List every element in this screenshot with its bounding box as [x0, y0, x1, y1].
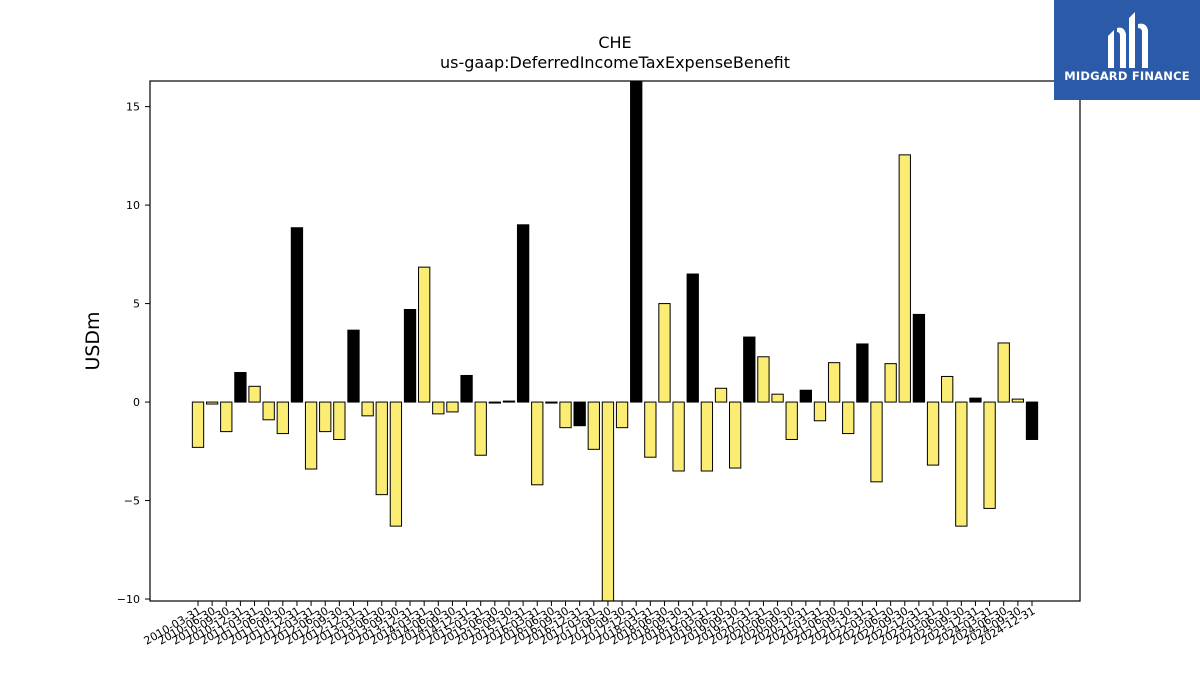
midgard-emblem-icon: [1108, 12, 1148, 69]
bar-2011-06-30: [262, 401, 275, 421]
bar-2018-06-30: [658, 303, 671, 403]
bar-2011-03-31: [248, 385, 261, 403]
y-tick-label: 15: [126, 101, 140, 114]
bar-2020-06-30: [771, 393, 784, 403]
bar-2019-09-30: [729, 401, 742, 469]
bar-2016-06-30: [545, 401, 558, 404]
bar-2012-09-30: [333, 401, 346, 440]
y-tick-label: 5: [133, 298, 140, 311]
bar-2021-12-31: [856, 343, 869, 403]
bar-2014-06-30: [432, 401, 445, 415]
bar-2016-12-31: [573, 401, 586, 427]
bar-2020-12-31: [799, 389, 812, 403]
bar-2016-03-31: [531, 401, 544, 486]
bar-2010-03-31: [191, 401, 205, 448]
bar-2018-12-31: [686, 273, 699, 403]
y-tick-label: −5: [124, 495, 140, 508]
bar-2022-03-31: [870, 401, 883, 483]
bar-2013-06-30: [375, 401, 388, 496]
bar-2020-03-31: [757, 356, 770, 403]
bar-2023-03-31: [926, 401, 940, 466]
plot-frame: [149, 80, 1081, 602]
bar-2014-12-31: [460, 374, 473, 403]
bar-2021-06-30: [827, 362, 841, 403]
bar-2017-03-31: [587, 401, 600, 450]
bar-2015-12-31: [516, 224, 530, 403]
bar-2023-12-31: [969, 397, 982, 403]
bar-2010-12-31: [234, 372, 247, 403]
bar-2014-03-31: [418, 266, 431, 403]
brand-name: MIDGARD FINANCE: [1064, 69, 1190, 83]
bar-2011-09-30: [276, 401, 289, 435]
bar-2012-06-30: [319, 401, 332, 433]
bar-2023-09-30: [955, 401, 968, 527]
bar-2017-06-30: [601, 401, 615, 602]
bar-2021-09-30: [842, 401, 855, 435]
bar-2017-09-30: [615, 401, 629, 429]
brand-logo: MIDGARD FINANCE: [1054, 0, 1200, 100]
bar-2022-12-31: [912, 313, 926, 403]
bar-2020-09-30: [785, 401, 798, 440]
bar-2018-09-30: [672, 401, 685, 472]
bar-2013-09-30: [389, 401, 403, 527]
bar-2019-03-31: [700, 401, 714, 472]
bar-2019-06-30: [714, 387, 728, 403]
bar-2015-03-31: [474, 401, 487, 456]
bar-2013-12-31: [403, 308, 417, 403]
bar-2017-12-31: [630, 80, 643, 403]
bar-2013-03-31: [361, 401, 374, 417]
x-ticks-group: 2010-03-312010-06-302010-09-302010-12-31…: [142, 601, 1038, 648]
bar-2010-06-30: [205, 401, 219, 405]
bar-2024-06-30: [997, 342, 1010, 403]
bar-2022-09-30: [898, 154, 911, 403]
bar-2022-06-30: [884, 363, 897, 403]
bar-2019-12-31: [743, 336, 756, 403]
bar-2012-12-31: [347, 329, 360, 403]
bar-2024-12-31: [1025, 401, 1039, 440]
bar-2012-03-31: [304, 401, 318, 470]
bar-2018-03-31: [644, 401, 657, 458]
bar-2011-12-31: [290, 227, 304, 403]
bar-2015-06-30: [488, 401, 502, 404]
chart-subtitle: us-gaap:DeferredIncomeTaxExpenseBenefit: [440, 53, 790, 72]
bar-2016-09-30: [559, 401, 572, 429]
chart-title: CHE: [598, 33, 631, 52]
y-tick-label: 10: [126, 199, 140, 212]
bars-group: [191, 80, 1039, 602]
y-ticks-group: −10 −5 0 5 10 15: [117, 101, 150, 606]
y-tick-label: −10: [117, 593, 140, 606]
bar-2024-03-31: [983, 401, 996, 509]
y-tick-label: 0: [133, 396, 140, 409]
bar-2010-09-30: [220, 401, 233, 433]
bar-2014-09-30: [446, 401, 459, 413]
bar-2021-03-31: [813, 401, 827, 422]
bar-2023-06-30: [941, 375, 954, 403]
bar-2024-09-30: [1011, 398, 1025, 403]
y-axis-label: USDm: [82, 311, 104, 370]
bar-2015-09-30: [502, 400, 516, 403]
